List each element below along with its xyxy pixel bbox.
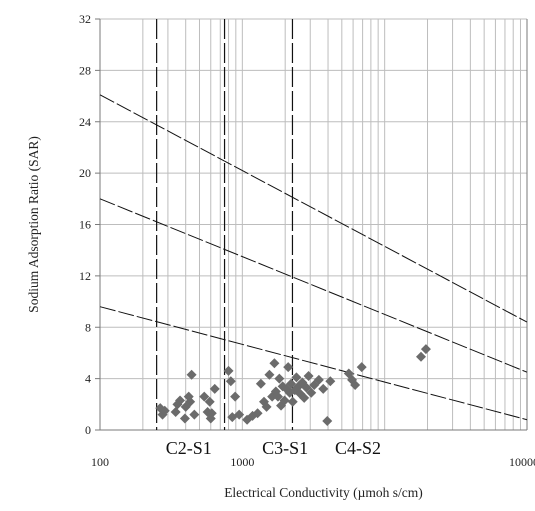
data-point — [416, 351, 427, 362]
data-point — [179, 413, 190, 424]
data-point — [186, 369, 197, 380]
data-point — [185, 396, 196, 407]
y-tick-label: 20 — [79, 166, 91, 180]
grid — [100, 18, 527, 430]
salinity-boundaries — [156, 19, 294, 430]
axes — [95, 18, 528, 431]
y-tick-label: 0 — [85, 423, 91, 437]
tick-labels: 0 4 8 12 16 20 24 28 32 100 1000 100000 — [79, 12, 535, 469]
sodium-hazard-line — [99, 94, 528, 323]
data-point — [209, 383, 220, 394]
data-point — [356, 362, 367, 373]
data-point — [272, 391, 283, 402]
data-point — [313, 374, 324, 385]
zone-label: C4-S2 — [335, 438, 381, 458]
data-point — [199, 391, 210, 402]
data-point — [225, 376, 236, 387]
data-point — [303, 371, 314, 382]
data-point — [206, 408, 217, 419]
y-tick-label: 8 — [85, 320, 91, 334]
data-point — [269, 358, 280, 369]
y-tick-label: 24 — [79, 115, 91, 129]
y-tick-label: 28 — [79, 63, 91, 77]
data-point — [283, 362, 294, 373]
data-points — [155, 344, 431, 427]
data-point — [306, 387, 317, 398]
data-point — [274, 373, 285, 384]
sodium-hazard-line — [99, 198, 528, 373]
data-point — [350, 380, 361, 391]
data-point — [252, 408, 263, 419]
data-point — [261, 401, 272, 412]
x-tick-label: 1000 — [230, 455, 254, 469]
data-point — [159, 405, 170, 416]
y-tick-label: 12 — [79, 269, 91, 283]
zone-label: C2-S1 — [166, 438, 212, 458]
data-point — [255, 378, 266, 389]
y-axis-title: Sodium Adsorption Ratio (SAR) — [26, 136, 41, 313]
data-point — [234, 409, 245, 420]
data-point — [230, 391, 241, 402]
classification-lines — [99, 94, 528, 421]
data-point — [322, 416, 333, 427]
y-tick-label: 32 — [79, 12, 91, 26]
zone-label: C3-S1 — [262, 438, 308, 458]
data-point — [287, 396, 298, 407]
data-point — [325, 376, 336, 387]
data-point — [223, 365, 234, 376]
y-tick-label: 16 — [79, 218, 91, 232]
data-point — [189, 409, 200, 420]
x-tick-label: 100000 — [509, 455, 535, 469]
data-point — [170, 407, 181, 418]
data-point — [420, 344, 431, 355]
data-point — [279, 395, 290, 406]
data-point — [175, 395, 186, 406]
sodium-hazard-line — [99, 306, 528, 421]
data-point — [318, 383, 329, 394]
y-tick-label: 4 — [85, 372, 91, 386]
data-point — [299, 392, 310, 403]
data-point — [204, 396, 215, 407]
data-point — [264, 369, 275, 380]
x-axis-title: Electrical Conductivity (µmoh s/cm) — [224, 485, 423, 500]
data-point — [291, 372, 302, 383]
x-tick-label: 100 — [91, 455, 109, 469]
zone-labels: C2-S1 C3-S1 C4-S2 — [166, 438, 381, 458]
